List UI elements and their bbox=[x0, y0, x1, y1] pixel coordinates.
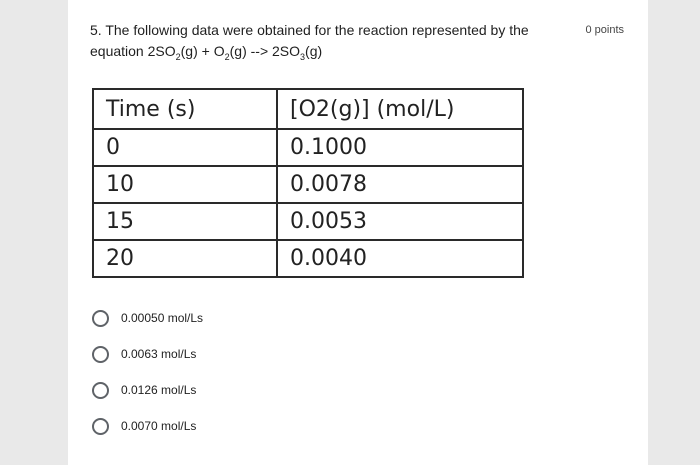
radio-button[interactable] bbox=[92, 381, 109, 399]
table-cell-time: 15 bbox=[92, 202, 278, 241]
radio-button[interactable] bbox=[92, 345, 109, 363]
answer-option-3[interactable]: 0.0126 mol/Ls bbox=[92, 372, 203, 408]
option-label: 0.0063 mol/Ls bbox=[121, 347, 197, 361]
answer-option-4[interactable]: 0.0070 mol/Ls bbox=[92, 408, 203, 444]
table-row: 20 0.0040 bbox=[92, 239, 524, 278]
answer-option-1[interactable]: 0.00050 mol/Ls bbox=[92, 300, 203, 336]
subscript-3: 3 bbox=[300, 51, 306, 62]
table-header-time: Time (s) bbox=[92, 88, 278, 130]
table-cell-concentration: 0.0040 bbox=[276, 239, 524, 278]
table-row: 15 0.0053 bbox=[92, 202, 524, 241]
option-label: 0.0070 mol/Ls bbox=[121, 419, 197, 433]
equation-part-1: equation 2SO bbox=[90, 43, 176, 59]
table-cell-time: 20 bbox=[92, 239, 278, 278]
table-cell-time: 10 bbox=[92, 165, 278, 204]
subscript-2: 2 bbox=[175, 51, 181, 62]
radio-button[interactable] bbox=[92, 309, 109, 327]
table-cell-time: 0 bbox=[92, 128, 278, 167]
question-card: 5. The following data were obtained for … bbox=[68, 0, 648, 465]
points-label: 0 points bbox=[585, 24, 624, 36]
table-cell-concentration: 0.0053 bbox=[276, 202, 524, 241]
data-table: Time (s) [O2(g)] (mol/L) 0 0.1000 10 0.0… bbox=[92, 88, 524, 278]
table-cell-concentration: 0.1000 bbox=[276, 128, 524, 167]
answer-options: 0.00050 mol/Ls 0.0063 mol/Ls 0.0126 mol/… bbox=[92, 300, 203, 444]
radio-button[interactable] bbox=[92, 417, 109, 435]
answer-option-2[interactable]: 0.0063 mol/Ls bbox=[92, 336, 203, 372]
subscript-2b: 2 bbox=[224, 51, 230, 62]
option-label: 0.00050 mol/Ls bbox=[121, 311, 204, 325]
table-header-concentration: [O2(g)] (mol/L) bbox=[276, 88, 524, 130]
table-row: 10 0.0078 bbox=[92, 165, 524, 204]
equation-part-4: (g) bbox=[305, 43, 323, 59]
equation-part-3: (g) --> 2SO bbox=[229, 43, 301, 59]
option-label: 0.0126 mol/Ls bbox=[121, 383, 197, 397]
equation-part-2: (g) + O bbox=[180, 43, 225, 59]
table-cell-concentration: 0.0078 bbox=[276, 165, 524, 204]
table-header-row: Time (s) [O2(g)] (mol/L) bbox=[92, 88, 524, 130]
table-row: 0 0.1000 bbox=[92, 128, 524, 167]
question-line-1: 5. The following data were obtained for … bbox=[90, 22, 529, 38]
question-line-2: equation 2SO2(g) + O2(g) --> 2SO3(g) bbox=[90, 41, 560, 62]
question-text: 5. The following data were obtained for … bbox=[90, 20, 560, 62]
